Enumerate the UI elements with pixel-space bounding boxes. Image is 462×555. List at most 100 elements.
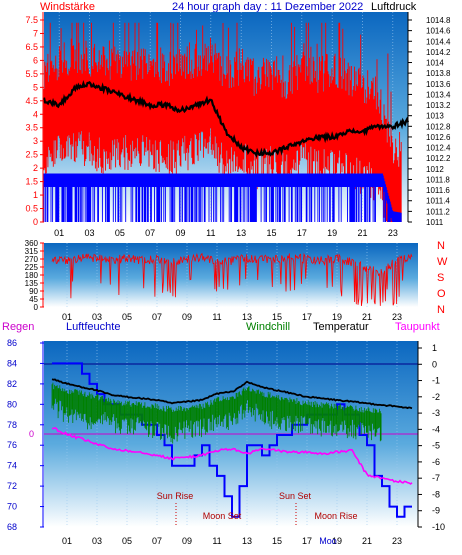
hour-label: 19 <box>327 228 337 238</box>
direction-tick-label: 90 <box>29 287 38 296</box>
hour-label: 11 <box>212 312 221 322</box>
pressure-tick-label: 1011.4 <box>426 197 450 206</box>
legend-taupunkt: Taupunkt <box>395 321 440 333</box>
hour-label: 17 <box>302 312 312 322</box>
hour-label: 21 <box>357 228 367 238</box>
hour-label: 21 <box>362 312 372 322</box>
wind-tick-label: 0 <box>33 217 38 227</box>
pressure-line <box>42 80 410 159</box>
wind-tick-label: 2.5 <box>25 150 38 160</box>
wind-tick-label: 7 <box>33 28 38 38</box>
wind-average-line <box>43 173 402 222</box>
hour-label: 01 <box>62 312 72 322</box>
wind-tick-label: 5 <box>33 82 38 92</box>
direction-tick-label: 270 <box>25 255 39 264</box>
pressure-axis-title: Luftdruck <box>371 1 417 13</box>
dewpoint-line <box>51 427 413 485</box>
temperature-tick-label: -5 <box>432 441 440 451</box>
pressure-tick-label: 1012.4 <box>426 144 451 153</box>
compass-label: W <box>437 256 448 268</box>
temperature-tick-label: -3 <box>432 408 440 418</box>
temp-humidity-series <box>51 362 413 518</box>
pressure-tick-label: 1014.8 <box>426 16 451 25</box>
pressure-tick-label: 1014.2 <box>426 48 451 57</box>
humidity-axis-ticks: 68 70 72 74 76 78 80 82 84 86 <box>7 338 44 532</box>
temperature-tick-label: -4 <box>432 424 440 434</box>
rain-zero-label: 0 <box>29 429 34 439</box>
legend-temperatur: Temperatur <box>313 321 369 333</box>
hour-label: 15 <box>266 228 276 238</box>
hour-label: 07 <box>145 228 155 238</box>
hour-label: 13 <box>236 228 246 238</box>
wind-tick-label: 7.5 <box>25 15 38 25</box>
pressure-tick-label: 1014.6 <box>426 27 451 36</box>
hour-label: 11 <box>206 228 215 238</box>
hour-label: 11 <box>212 536 221 546</box>
astro-label: Moon Rise <box>314 511 357 521</box>
hour-label: 13 <box>242 536 252 546</box>
humidity-tick-label: 74 <box>7 461 17 471</box>
pressure-tick-label: 1012 <box>426 165 444 174</box>
astro-label: Sun Rise <box>157 491 194 501</box>
hour-label: 05 <box>122 312 132 322</box>
hour-label: 07 <box>152 312 162 322</box>
pressure-tick-label: 1014.4 <box>426 37 451 46</box>
temperature-tick-label: -7 <box>432 473 440 483</box>
wind-tick-label: 3.5 <box>25 123 38 133</box>
pressure-tick-label: 1012.8 <box>426 122 451 131</box>
wind-tick-label: 6.5 <box>25 42 38 52</box>
temperature-tick-label: 0 <box>432 359 437 369</box>
wind-tick-label: 0.5 <box>25 204 38 214</box>
wind-tick-label: 2 <box>33 163 38 173</box>
wind-tick-label: 6 <box>33 55 38 65</box>
hour-label: 03 <box>92 536 102 546</box>
chart-title: 24 hour graph day : 11 Dezember 2022 <box>172 1 363 13</box>
hour-label: 23 <box>388 228 398 238</box>
hour-label: 09 <box>182 312 192 322</box>
temperature-line <box>51 378 413 410</box>
pressure-tick-label: 1011.6 <box>426 186 450 195</box>
hour-label: 21 <box>362 536 372 546</box>
wind-axis-ticks: 0 0.5 1 1.5 2 2.5 3 3.5 4 4.5 5 5.5 6 6.5 7 7.5 <box>25 15 44 227</box>
temperature-tick-label: -8 <box>432 489 440 499</box>
compass-label: N <box>437 304 445 316</box>
direction-tick-label: 0 <box>34 303 39 312</box>
wind-hour-labels: 01 03 05 07 09 11 13 15 17 19 21 23 <box>54 228 398 238</box>
humidity-tick-label: 86 <box>7 338 17 348</box>
humidity-tick-label: 72 <box>7 481 17 491</box>
direction-tick-label: 225 <box>25 263 39 272</box>
hour-label: 23 <box>392 312 402 322</box>
direction-tick-label: 135 <box>25 279 39 288</box>
astro-label: Moon Set <box>203 511 242 521</box>
hour-label: 05 <box>115 228 125 238</box>
pressure-tick-label: 1012.6 <box>426 133 451 142</box>
temperature-tick-label: -9 <box>432 506 440 516</box>
wind-axis-title: Windstärke <box>40 1 95 13</box>
direction-plot-area <box>44 243 418 307</box>
hour-label: 09 <box>182 536 192 546</box>
hour-label: 01 <box>62 536 72 546</box>
compass-label: O <box>437 288 446 300</box>
direction-tick-label: 315 <box>25 247 39 256</box>
hour-label: 03 <box>84 228 94 238</box>
wind-speed-series <box>43 22 402 222</box>
humidity-tick-label: 78 <box>7 420 17 430</box>
wind-tick-label: 3 <box>33 136 38 146</box>
hour-label: 17 <box>302 536 312 546</box>
direction-hour-labels: 01 03 05 07 09 11 13 15 17 19 21 23 <box>62 312 402 322</box>
pressure-tick-label: 1011.2 <box>426 207 450 216</box>
compass-label: N <box>437 240 445 252</box>
direction-tick-label: 360 <box>25 239 39 248</box>
windchill-line <box>51 382 382 444</box>
humidity-tick-label: 70 <box>7 502 17 512</box>
hour-label: 03 <box>92 312 102 322</box>
wind-tick-label: 5.5 <box>25 69 38 79</box>
hour-label: 15 <box>272 536 282 546</box>
legend-regen: Regen <box>2 321 34 333</box>
pressure-tick-label: 1013.6 <box>426 80 451 89</box>
temperature-tick-label: -1 <box>432 376 440 386</box>
